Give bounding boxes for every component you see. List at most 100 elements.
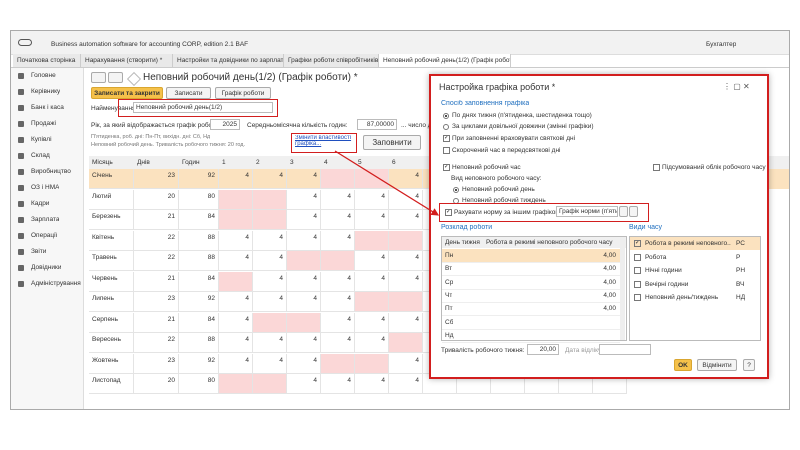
cell: 4 — [287, 374, 321, 394]
tab[interactable]: Неповний робочий день(1/2) (Графік робот… — [379, 54, 511, 67]
cell: 21 — [134, 312, 179, 333]
cell: 20 — [134, 189, 179, 210]
cell — [219, 271, 253, 292]
field-btn[interactable] — [619, 206, 628, 217]
cell: Пн — [445, 252, 454, 259]
cell: 21 — [134, 210, 179, 230]
app-title: Business automation software for account… — [51, 41, 249, 48]
button[interactable]: Записати — [166, 87, 211, 99]
cell: 4,00 — [603, 278, 616, 286]
avg-label: Середньомісячна кількість годин: — [247, 122, 348, 129]
fill-button[interactable]: Заповнити — [363, 135, 421, 150]
link[interactable]: Змінити властивості графіка... — [295, 135, 352, 147]
menu-icon — [18, 217, 24, 223]
menu-item[interactable]: Довідники — [31, 264, 62, 271]
tab[interactable]: Початкова сторінка — [13, 54, 81, 67]
checkbox[interactable]: ✓ — [443, 164, 450, 171]
menu-item[interactable]: Продажі — [31, 120, 56, 127]
cell: 4 — [219, 333, 253, 353]
cell: 4 — [287, 169, 321, 189]
cell: Березень — [89, 210, 134, 230]
menu-icon — [18, 201, 24, 207]
checkbox[interactable] — [634, 294, 641, 301]
checkbox[interactable]: ✓ — [634, 240, 641, 247]
radio[interactable] — [453, 187, 459, 193]
field-btn[interactable] — [629, 206, 638, 217]
section: Розклад роботи — [441, 224, 493, 231]
tab[interactable]: Нарахування (створити) * — [81, 54, 173, 67]
cell: 4 — [389, 374, 423, 394]
cell: 92 — [179, 292, 219, 312]
tab[interactable]: Настройки та довідники по зарплаті — [173, 54, 284, 67]
button[interactable]: Записати та закрити — [91, 87, 163, 99]
menu-item[interactable]: Операції — [31, 232, 58, 239]
cell: 4 — [321, 374, 355, 394]
menu-item[interactable]: Керівнику — [31, 88, 61, 95]
checkbox[interactable] — [634, 280, 641, 288]
checkbox[interactable]: ✓ — [445, 209, 452, 216]
cell — [389, 230, 423, 251]
cell — [287, 312, 321, 333]
cell: 4,00 — [603, 305, 616, 313]
tab-strip — [11, 67, 789, 68]
cell — [389, 292, 423, 312]
section: Види часу — [629, 224, 663, 231]
cell: 4 — [389, 251, 423, 271]
back-btn[interactable] — [91, 72, 106, 83]
checkbox[interactable] — [634, 267, 641, 274]
menu-item[interactable]: Виробництво — [31, 168, 71, 175]
cell: 4 — [389, 271, 423, 292]
norm-field[interactable]: Графік норми (п'ятид — [556, 206, 618, 217]
menu-item[interactable]: Звіти — [31, 248, 47, 255]
cell-extra — [525, 374, 559, 394]
menu-item[interactable]: Зарплата — [31, 216, 60, 223]
menu-item[interactable]: Купівлі — [31, 136, 52, 143]
checkbox[interactable] — [653, 164, 660, 171]
cell-extra — [593, 374, 627, 394]
year-field[interactable]: 2025 — [210, 119, 240, 130]
name-field[interactable]: Неповний робочий день(1/2) — [133, 102, 273, 113]
radio[interactable] — [443, 113, 449, 119]
cell — [253, 210, 287, 230]
column-header: 4 — [324, 159, 328, 166]
menu-item[interactable]: Банк і каса — [31, 104, 64, 111]
avg-field[interactable]: 87,00000 — [357, 119, 397, 130]
cell: 23 — [134, 353, 179, 374]
menu-icon — [18, 73, 24, 79]
menu-item[interactable]: Склад — [31, 152, 50, 159]
cell — [321, 251, 355, 271]
checkbox[interactable]: ✓ — [443, 135, 450, 142]
highlight — [439, 203, 649, 222]
tab[interactable]: Графіки роботи співробітників — [284, 54, 379, 67]
cell: 4 — [253, 353, 287, 374]
help-button[interactable]: ? — [743, 359, 755, 371]
cell: 4 — [253, 271, 287, 292]
menu-item[interactable]: Кадри — [31, 200, 50, 207]
label: Вид неповного робочого часу: — [451, 175, 542, 182]
menu-item[interactable]: ОЗ і НМА — [31, 184, 60, 191]
checkbox[interactable] — [443, 147, 450, 154]
button[interactable]: Графік роботи — [215, 87, 271, 99]
menu-icon — [18, 185, 24, 191]
cell: 84 — [179, 271, 219, 292]
cell: Січень — [89, 169, 134, 189]
cell: 22 — [134, 230, 179, 251]
schedule-table — [441, 236, 627, 341]
menu-item[interactable]: Головне — [31, 72, 56, 79]
cell: Вересень — [89, 333, 134, 353]
checkbox[interactable] — [634, 253, 641, 261]
fwd-btn[interactable] — [108, 72, 123, 83]
row-line — [442, 315, 620, 317]
cell: 4 — [287, 292, 321, 312]
row-selected — [630, 237, 760, 250]
cancel-button[interactable]: Відмінити — [697, 359, 737, 371]
cell: 4 — [253, 292, 287, 312]
week-field[interactable]: 20,00 — [527, 344, 559, 355]
column-header: 6 — [392, 159, 396, 166]
menu-item[interactable]: Адміністрування — [31, 280, 81, 287]
ok-button[interactable]: OK — [674, 359, 692, 371]
date-field[interactable] — [599, 344, 651, 355]
cell: 4 — [321, 292, 355, 312]
radio[interactable] — [443, 124, 449, 130]
